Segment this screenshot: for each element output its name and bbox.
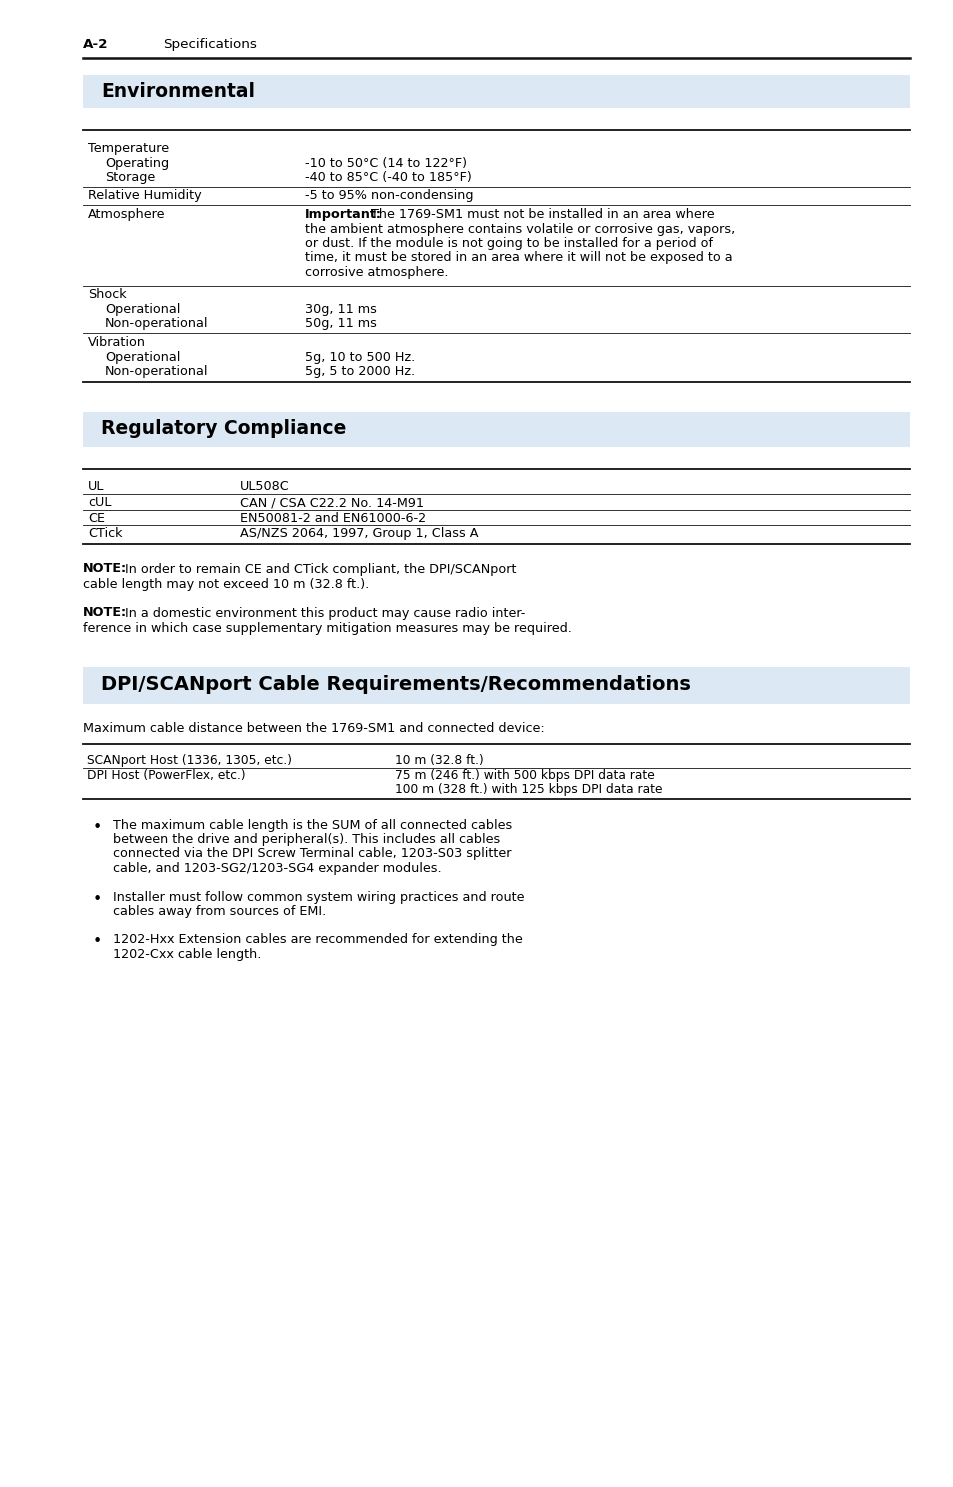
Text: A-2: A-2: [83, 39, 109, 51]
Text: Operational: Operational: [105, 351, 180, 363]
Text: ference in which case supplementary mitigation measures may be required.: ference in which case supplementary miti…: [83, 622, 571, 635]
Text: •: •: [92, 819, 102, 834]
Text: corrosive atmosphere.: corrosive atmosphere.: [305, 266, 448, 280]
Text: Non-operational: Non-operational: [105, 318, 209, 330]
Bar: [83, 412, 909, 446]
Text: or dust. If the module is not going to be installed for a period of: or dust. If the module is not going to b…: [305, 236, 712, 250]
Text: Important:: Important:: [305, 208, 381, 222]
Text: DPI Host (PowerFlex, etc.): DPI Host (PowerFlex, etc.): [87, 769, 245, 782]
Text: Temperature: Temperature: [88, 141, 169, 155]
Text: the ambient atmosphere contains volatile or corrosive gas, vapors,: the ambient atmosphere contains volatile…: [305, 223, 735, 235]
Text: 5g, 10 to 500 Hz.: 5g, 10 to 500 Hz.: [305, 351, 415, 363]
Text: •: •: [92, 934, 102, 950]
Text: Operational: Operational: [105, 303, 180, 317]
Bar: [83, 666, 909, 703]
Text: 50g, 11 ms: 50g, 11 ms: [305, 318, 376, 330]
Text: In a domestic environment this product may cause radio inter-: In a domestic environment this product m…: [125, 607, 525, 620]
Text: SCANport Host (1336, 1305, etc.): SCANport Host (1336, 1305, etc.): [87, 754, 292, 767]
Text: The 1769-SM1 must not be installed in an area where: The 1769-SM1 must not be installed in an…: [367, 208, 714, 222]
Text: between the drive and peripheral(s). This includes all cables: between the drive and peripheral(s). Thi…: [112, 833, 499, 846]
Text: Maximum cable distance between the 1769-SM1 and connected device:: Maximum cable distance between the 1769-…: [83, 721, 544, 735]
Text: Regulatory Compliance: Regulatory Compliance: [101, 419, 346, 439]
Text: 30g, 11 ms: 30g, 11 ms: [305, 303, 376, 317]
Text: cUL: cUL: [88, 497, 112, 509]
Text: Environmental: Environmental: [101, 82, 254, 101]
Text: -5 to 95% non-condensing: -5 to 95% non-condensing: [305, 189, 473, 202]
Text: cable length may not exceed 10 m (32.8 ft.).: cable length may not exceed 10 m (32.8 f…: [83, 578, 369, 590]
Text: CTick: CTick: [88, 526, 122, 540]
Text: DPI/SCANport Cable Requirements/Recommendations: DPI/SCANport Cable Requirements/Recommen…: [101, 675, 690, 694]
Text: 5g, 5 to 2000 Hz.: 5g, 5 to 2000 Hz.: [305, 364, 415, 378]
Text: connected via the DPI Screw Terminal cable, 1203-S03 splitter: connected via the DPI Screw Terminal cab…: [112, 848, 511, 861]
Text: Specifications: Specifications: [163, 39, 256, 51]
Text: Storage: Storage: [105, 171, 155, 184]
Text: Relative Humidity: Relative Humidity: [88, 189, 201, 202]
Text: -40 to 85°C (-40 to 185°F): -40 to 85°C (-40 to 185°F): [305, 171, 471, 184]
Text: UL508C: UL508C: [240, 480, 290, 494]
Text: 10 m (32.8 ft.): 10 m (32.8 ft.): [395, 754, 483, 767]
Text: Non-operational: Non-operational: [105, 364, 209, 378]
Text: Shock: Shock: [88, 288, 127, 302]
Text: 1202-Cxx cable length.: 1202-Cxx cable length.: [112, 949, 261, 961]
Text: cables away from sources of EMI.: cables away from sources of EMI.: [112, 906, 326, 917]
Bar: [83, 74, 909, 109]
Text: cable, and 1203-SG2/1203-SG4 expander modules.: cable, and 1203-SG2/1203-SG4 expander mo…: [112, 862, 441, 874]
Text: NOTE:: NOTE:: [83, 562, 127, 575]
Text: The maximum cable length is the SUM of all connected cables: The maximum cable length is the SUM of a…: [112, 818, 512, 831]
Text: In order to remain CE and CTick compliant, the DPI/SCANport: In order to remain CE and CTick complian…: [125, 562, 516, 575]
Text: 100 m (328 ft.) with 125 kbps DPI data rate: 100 m (328 ft.) with 125 kbps DPI data r…: [395, 784, 661, 796]
Text: 75 m (246 ft.) with 500 kbps DPI data rate: 75 m (246 ft.) with 500 kbps DPI data ra…: [395, 769, 654, 782]
Text: Vibration: Vibration: [88, 336, 146, 349]
Text: UL: UL: [88, 480, 104, 494]
Text: 1202-Hxx Extension cables are recommended for extending the: 1202-Hxx Extension cables are recommende…: [112, 934, 522, 947]
Text: CE: CE: [88, 512, 105, 525]
Text: •: •: [92, 892, 102, 907]
Text: NOTE:: NOTE:: [83, 607, 127, 620]
Text: AS/NZS 2064, 1997, Group 1, Class A: AS/NZS 2064, 1997, Group 1, Class A: [240, 526, 478, 540]
Text: Atmosphere: Atmosphere: [88, 208, 165, 222]
Text: CAN / CSA C22.2 No. 14-M91: CAN / CSA C22.2 No. 14-M91: [240, 497, 423, 509]
Text: time, it must be stored in an area where it will not be exposed to a: time, it must be stored in an area where…: [305, 251, 732, 265]
Text: Operating: Operating: [105, 156, 169, 170]
Text: Installer must follow common system wiring practices and route: Installer must follow common system wiri…: [112, 891, 524, 904]
Text: -10 to 50°C (14 to 122°F): -10 to 50°C (14 to 122°F): [305, 156, 467, 170]
Text: EN50081-2 and EN61000-6-2: EN50081-2 and EN61000-6-2: [240, 512, 426, 525]
